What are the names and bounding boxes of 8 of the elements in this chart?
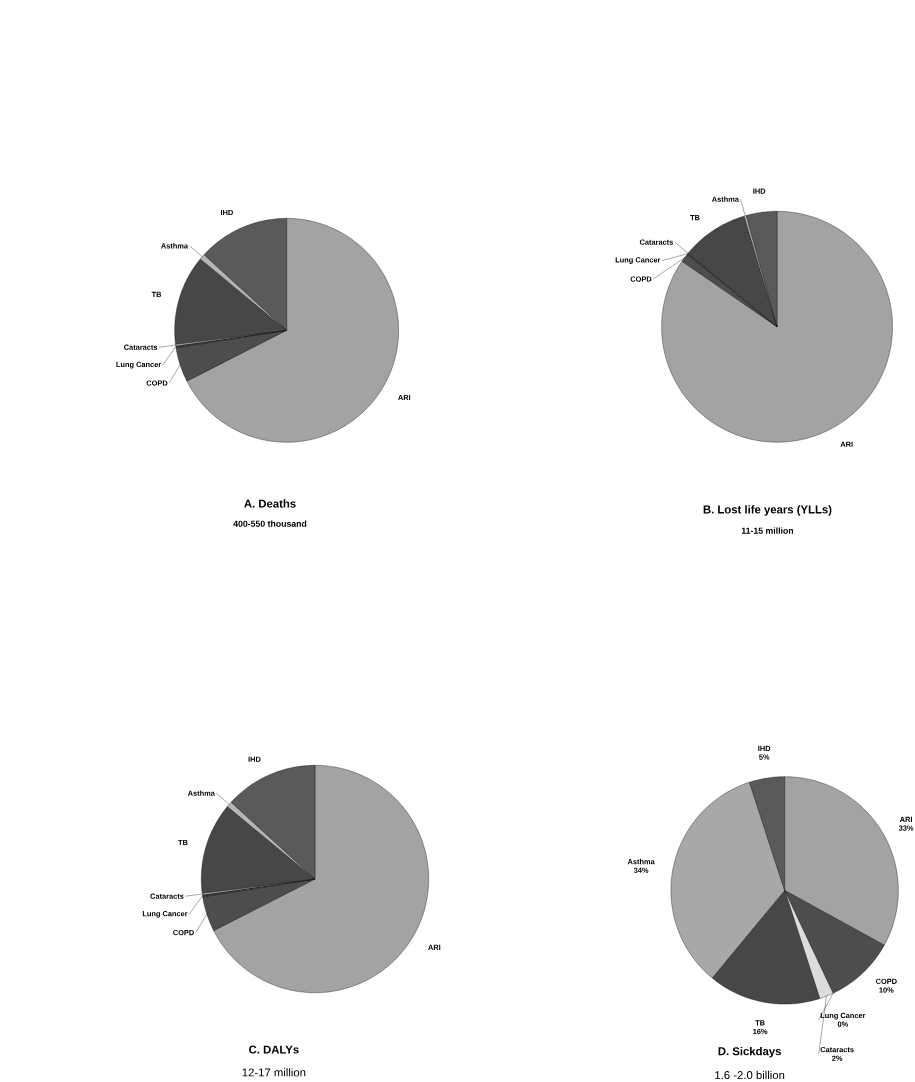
- text: 12-17 million: [242, 1068, 306, 1077]
- text: A. Deaths: [244, 499, 296, 508]
- text: 1.6 -2.0 billion: [715, 1070, 785, 1080]
- text: 11-15 million: [741, 527, 794, 534]
- text: B. Lost life years (YLLs): [703, 505, 832, 516]
- text: D. Sickdays: [718, 1046, 782, 1058]
- text: C. DALYs: [249, 1045, 299, 1054]
- text: 400-550 thousand: [233, 520, 307, 527]
